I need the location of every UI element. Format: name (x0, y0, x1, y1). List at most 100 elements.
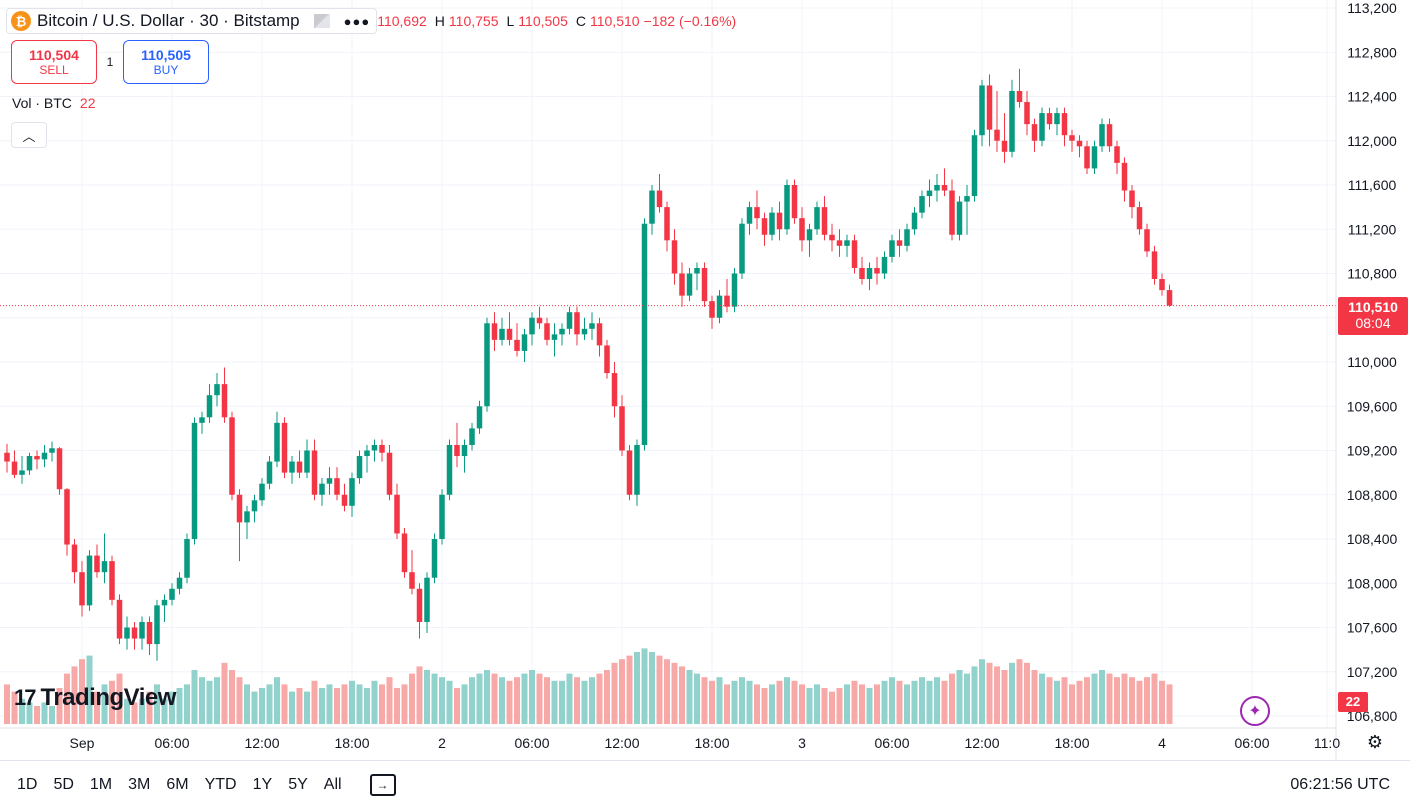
volume-bar (1129, 677, 1135, 724)
volume-bar (634, 652, 640, 724)
candle-body (536, 317, 543, 324)
range-button-ytd[interactable]: YTD (204, 775, 237, 793)
volume-bar (619, 659, 625, 724)
volume-bar (1114, 677, 1120, 724)
volume-bar (416, 666, 423, 724)
candle-body (446, 444, 453, 495)
candle-body (881, 256, 888, 274)
go-to-date-icon[interactable]: → (369, 773, 396, 796)
volume-bar (941, 680, 948, 724)
volume-bar (596, 673, 603, 724)
volume-bar (656, 655, 663, 724)
sell-button[interactable]: 110,504 SELL (11, 40, 97, 84)
volume-bar (424, 670, 430, 724)
candle-body (1016, 90, 1023, 103)
time-tick-label: 12:00 (244, 735, 279, 751)
candle-body (1151, 251, 1158, 280)
candle-body (506, 328, 513, 340)
volume-bar (1136, 680, 1143, 724)
candle-body (1054, 113, 1060, 125)
candle-body (281, 422, 288, 473)
change-value: −182 (−0.16%) (643, 13, 737, 29)
range-button-3m[interactable]: 3M (128, 775, 151, 793)
range-button-1d[interactable]: 1D (17, 775, 38, 793)
time-tick-label: 12:00 (964, 735, 999, 751)
candle-body (544, 323, 550, 340)
volume-bar (934, 677, 940, 724)
symbol-box[interactable]: ₿ Bitcoin / U.S. Dollar · 30 · Bitstamp … (6, 8, 378, 34)
candle-body (364, 450, 370, 457)
range-button-5d[interactable]: 5D (53, 775, 74, 793)
candle-body (431, 539, 438, 578)
time-tick-label: 06:00 (874, 735, 909, 751)
volume-bar (1166, 684, 1173, 724)
volume-bar (454, 688, 460, 724)
tradingview-logo[interactable]: 17 TradingView (14, 684, 176, 712)
axis-settings-icon[interactable]: ⚙ (1366, 732, 1384, 752)
price-tick-label: 107,200 (1347, 664, 1398, 680)
candle-body (964, 196, 970, 202)
candle-body (1144, 229, 1150, 252)
candle-body (1046, 113, 1053, 125)
volume-bar (986, 662, 993, 724)
buy-button[interactable]: 110,505 BUY (123, 40, 209, 84)
candle-body (551, 334, 558, 340)
range-button-all[interactable]: All (323, 775, 342, 793)
ai-assistant-icon[interactable]: ✦ (1240, 696, 1270, 726)
more-dots-icon[interactable]: ●●● (343, 13, 371, 29)
utc-clock[interactable]: 06:21:56 UTC (1290, 775, 1390, 793)
candle-body (356, 456, 363, 479)
range-button-1m[interactable]: 1M (89, 775, 113, 793)
volume-bar (19, 698, 25, 724)
candle-body (761, 218, 768, 235)
candle-body (184, 539, 190, 578)
candle-body (1069, 135, 1075, 141)
volume-bar (304, 691, 310, 724)
close-label: C (575, 13, 586, 29)
volume-bar (461, 684, 468, 724)
candle-body (911, 212, 918, 230)
volume-bar (326, 684, 333, 724)
volume-bar (364, 688, 370, 724)
price-tick-label: 108,400 (1347, 531, 1398, 547)
candle-body (836, 240, 843, 246)
price-tick-label: 111,200 (1348, 221, 1397, 237)
spread-value: 1 (106, 55, 114, 69)
volume-bar (11, 691, 18, 724)
range-button-1y[interactable]: 1Y (252, 775, 273, 793)
volume-bar (731, 680, 738, 724)
volume-bar (191, 670, 198, 724)
price-tick-label: 109,200 (1347, 443, 1398, 459)
candle-body (1024, 102, 1030, 125)
flag-icon[interactable] (313, 14, 330, 28)
volume-bar (761, 688, 768, 724)
volume-bar (139, 698, 145, 724)
volume-bar (739, 677, 745, 724)
price-axis[interactable]: 113,200 112,800 112,400 112,000 111,600 111,2… (1347, 0, 1398, 724)
candle-body (716, 295, 723, 318)
candle-body (124, 627, 130, 639)
range-button-6m[interactable]: 6M (166, 775, 189, 793)
candle-body (746, 207, 753, 224)
collapse-legend-button[interactable]: ︿ (11, 122, 47, 148)
volume-bar (784, 677, 790, 724)
volume-bar (469, 677, 475, 724)
candle-body (409, 572, 415, 589)
volume-bar (109, 680, 115, 724)
candle-body (784, 185, 790, 230)
candle-body (1001, 140, 1008, 152)
volume-bar (979, 659, 985, 724)
candle-body (34, 456, 40, 460)
time-axis[interactable]: Sep 06:00 12:00 18:00 2 06:00 12:00 18:00 3 06:00… (70, 735, 1341, 751)
candle-body (56, 448, 63, 490)
time-tick-label: 11:0 (1314, 735, 1340, 751)
volume-bar (274, 677, 280, 724)
volume-bar (1151, 673, 1158, 724)
volume-bar (206, 680, 213, 724)
candle-body (626, 450, 633, 495)
volume-bar (289, 691, 295, 724)
volume-bar (49, 706, 55, 724)
range-button-5y[interactable]: 5Y (288, 775, 308, 793)
time-tick-label: 4 (1158, 735, 1166, 751)
